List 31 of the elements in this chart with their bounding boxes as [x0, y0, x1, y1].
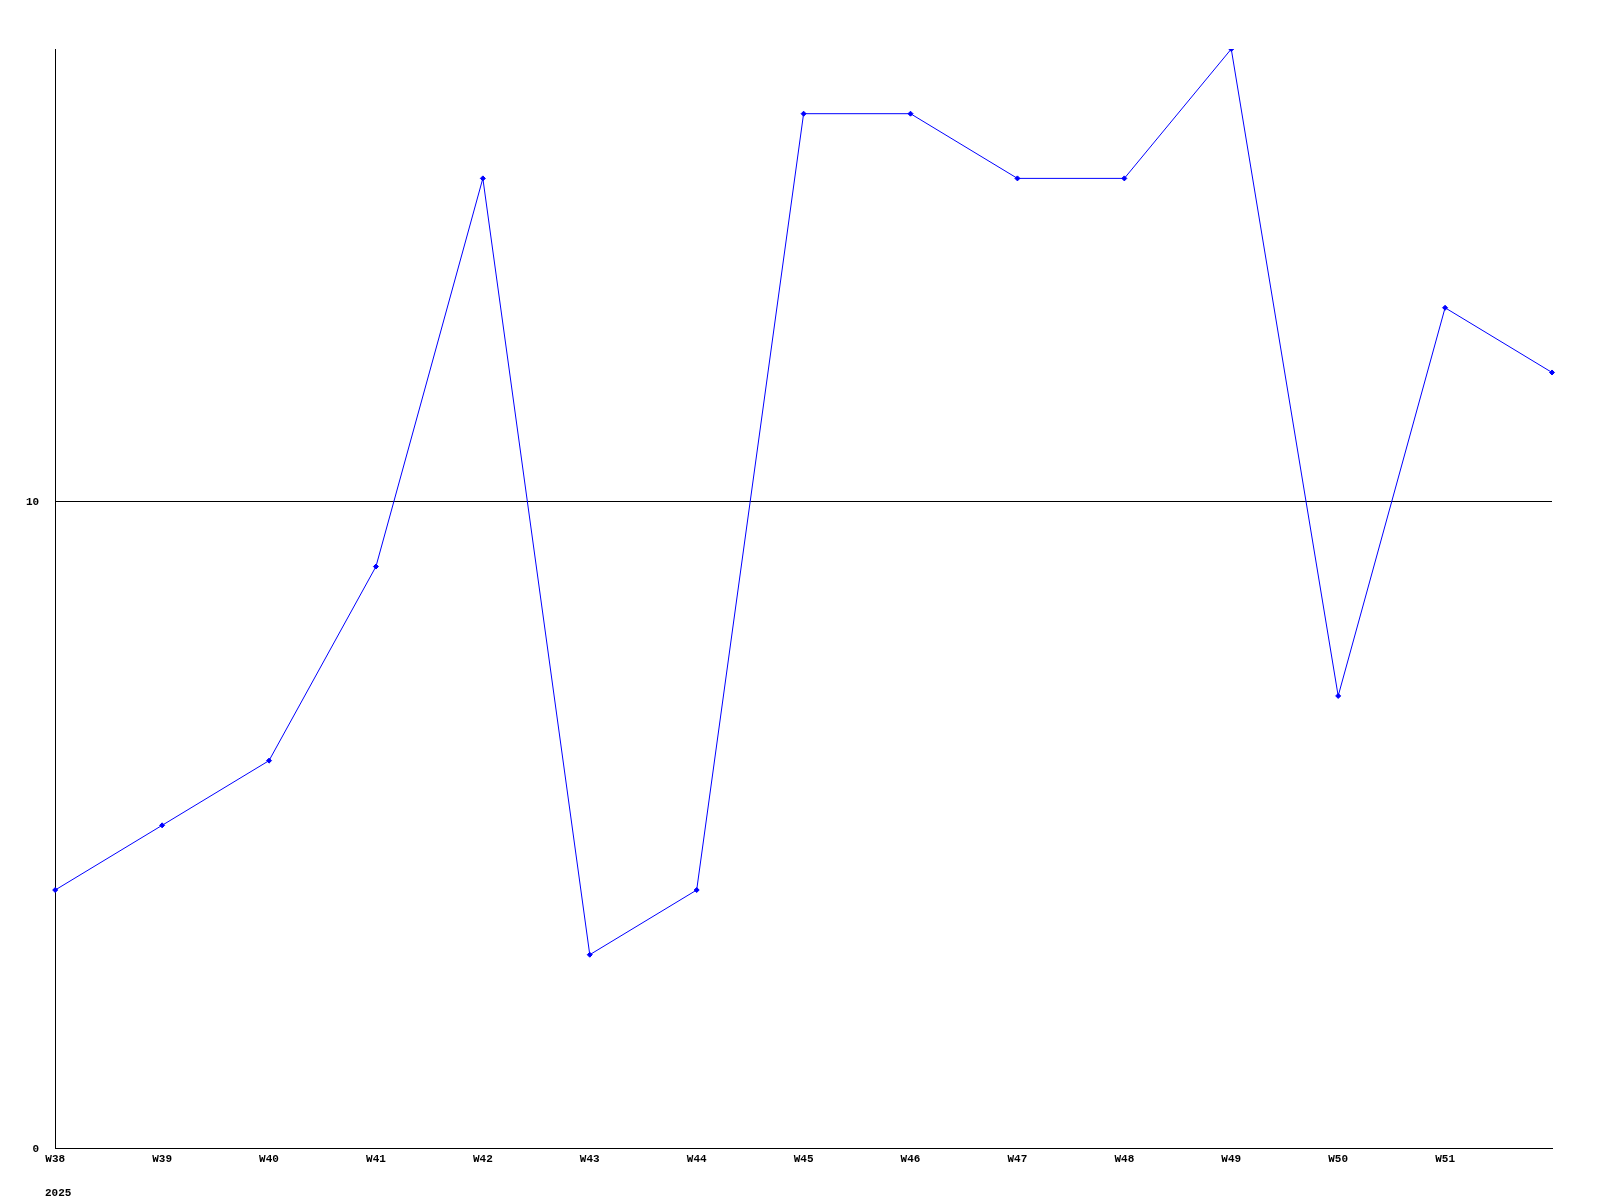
- x-tick-label: W40: [259, 1153, 279, 1166]
- x-tick-label: W39: [152, 1153, 173, 1166]
- x-tick-label: W43: [579, 1153, 601, 1166]
- x-tick-label: W51: [1435, 1153, 1456, 1166]
- y-tick-label: 10: [26, 495, 40, 508]
- point: [693, 887, 700, 894]
- point: [266, 757, 273, 764]
- point: [800, 110, 807, 117]
- x-tick-label: W47: [1007, 1153, 1028, 1166]
- point: [1014, 175, 1021, 182]
- point: [1549, 369, 1555, 376]
- point: [479, 175, 486, 182]
- y-tick-label: 0: [32, 1142, 40, 1155]
- point: [907, 110, 914, 117]
- x-tick-label: W50: [1328, 1153, 1349, 1166]
- point: [1442, 304, 1449, 311]
- point: [586, 951, 593, 958]
- point: [1121, 175, 1128, 182]
- point: [372, 563, 379, 570]
- point: [159, 822, 166, 829]
- x-tick-label: W44: [686, 1153, 707, 1166]
- x-tick-label: W38: [45, 1153, 66, 1166]
- x-tick-label: W49: [1221, 1153, 1242, 1166]
- x-tick-label: W42: [472, 1153, 493, 1166]
- text: 2025: [45, 1187, 72, 1200]
- x-tick-label: W48: [1114, 1153, 1135, 1166]
- x-tick-label: W46: [900, 1153, 921, 1166]
- x-tick-label: W45: [793, 1153, 814, 1166]
- point: [52, 887, 59, 894]
- x-tick-label: W41: [366, 1153, 387, 1166]
- point: [1335, 692, 1342, 699]
